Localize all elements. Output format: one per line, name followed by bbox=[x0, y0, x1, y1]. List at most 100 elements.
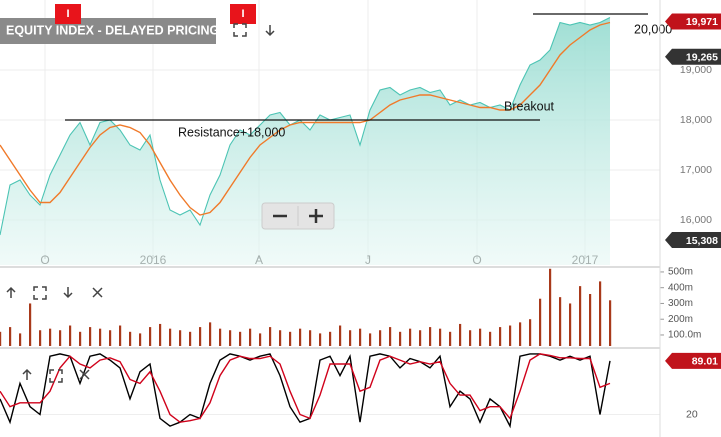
volume-bar bbox=[589, 294, 592, 346]
last-price-badge-label: 19,971 bbox=[686, 16, 718, 28]
volume-bar bbox=[69, 325, 72, 346]
volume-bar bbox=[409, 328, 412, 346]
expand-icon[interactable] bbox=[233, 23, 247, 37]
volume-bar bbox=[179, 330, 182, 346]
y-tick-label: 20 bbox=[686, 408, 698, 420]
down-icon[interactable] bbox=[63, 287, 73, 299]
close-icon[interactable] bbox=[92, 287, 103, 298]
volume-bar bbox=[19, 333, 22, 346]
volume-bar bbox=[9, 327, 12, 346]
volume-bar bbox=[569, 303, 572, 346]
volume-bar bbox=[279, 330, 282, 346]
y-tick-label: 300m bbox=[668, 298, 693, 309]
y-tick-label: 17,000 bbox=[680, 164, 712, 176]
volume-bar bbox=[459, 323, 462, 346]
volume-bar bbox=[399, 331, 402, 346]
volume-bar bbox=[549, 268, 552, 346]
volume-bar bbox=[169, 328, 172, 346]
volume-bar bbox=[299, 328, 302, 346]
ma-badge-label: 19,265 bbox=[686, 52, 718, 64]
volume-bar bbox=[319, 333, 322, 346]
volume-bar bbox=[269, 327, 272, 346]
volume-bar bbox=[249, 328, 252, 346]
volume-bar bbox=[509, 325, 512, 346]
resistance-label: Resistance+18,000 bbox=[178, 125, 285, 139]
chart-title: EQUITY INDEX - DELAYED PRICING bbox=[6, 23, 219, 37]
series-line bbox=[0, 21, 611, 216]
volume-bar bbox=[429, 327, 432, 346]
volume-bar bbox=[529, 319, 532, 346]
volume-bar bbox=[559, 297, 562, 346]
volume-bar bbox=[539, 298, 542, 346]
volume-bar bbox=[209, 322, 212, 346]
y-tick-label: 18,000 bbox=[680, 114, 712, 126]
stoch-badge-label: 89.01 bbox=[692, 356, 718, 368]
volume-bar bbox=[479, 328, 482, 346]
stoch-badge bbox=[665, 352, 721, 369]
y-tick-label: 400m bbox=[668, 282, 693, 293]
volume-bar bbox=[119, 325, 122, 346]
volume-bar bbox=[499, 327, 502, 346]
volume-bar bbox=[439, 328, 442, 346]
volume-bar bbox=[489, 331, 492, 346]
y-tick-label: 19,000 bbox=[680, 64, 712, 76]
volume-bar bbox=[89, 327, 92, 346]
y-tick-label: 500m bbox=[668, 267, 693, 278]
volume-bar bbox=[519, 322, 522, 346]
expand-icon[interactable] bbox=[33, 286, 47, 300]
volume-bar bbox=[99, 328, 102, 346]
volume-bar bbox=[149, 327, 152, 346]
title-bar bbox=[0, 18, 216, 44]
volume-toolbar bbox=[6, 286, 103, 300]
volume-bar bbox=[189, 331, 192, 346]
volume-bar bbox=[419, 330, 422, 346]
target-label: 20,000 bbox=[634, 22, 672, 36]
last-price-badge bbox=[665, 13, 721, 30]
down-icon[interactable] bbox=[265, 25, 275, 37]
volume-bar bbox=[129, 331, 132, 346]
volume-bar bbox=[29, 303, 32, 346]
volume-bar bbox=[469, 330, 472, 346]
event-label: I bbox=[241, 8, 244, 20]
volume-bar bbox=[259, 333, 262, 346]
volume-bar bbox=[0, 331, 2, 346]
event-flag[interactable] bbox=[55, 4, 81, 24]
range-low-badge bbox=[665, 232, 721, 248]
volume-bar bbox=[389, 327, 392, 346]
volume-bar bbox=[159, 323, 162, 346]
event-flag[interactable] bbox=[230, 4, 256, 24]
volume-bar bbox=[329, 331, 332, 346]
volume-bar bbox=[139, 333, 142, 346]
ma-badge bbox=[665, 48, 721, 65]
volume-bar bbox=[309, 330, 312, 346]
y-tick-label: 100.0m bbox=[668, 330, 701, 341]
volume-bar bbox=[219, 328, 222, 346]
volume-bar bbox=[379, 330, 382, 346]
price-area bbox=[0, 17, 610, 265]
volume-bar bbox=[59, 330, 62, 346]
volume-bar bbox=[39, 330, 42, 346]
volume-bar bbox=[599, 281, 602, 346]
series-line bbox=[0, 17, 611, 236]
stoch-toolbar bbox=[22, 368, 90, 383]
volume-bar bbox=[359, 328, 362, 346]
close-icon[interactable] bbox=[79, 369, 90, 380]
y-tick-label: 200m bbox=[668, 314, 693, 325]
volume-bar bbox=[289, 331, 292, 346]
zoom-in[interactable] bbox=[309, 209, 323, 223]
up-icon[interactable] bbox=[6, 286, 16, 298]
volume-bar bbox=[579, 286, 582, 346]
series-line bbox=[0, 353, 611, 423]
volume-bar bbox=[449, 331, 452, 346]
volume-bar bbox=[239, 331, 242, 346]
volume-bar bbox=[49, 328, 52, 346]
expand-icon[interactable] bbox=[49, 369, 63, 383]
volume-bar bbox=[199, 327, 202, 346]
volume-bar bbox=[229, 330, 232, 346]
event-label: I bbox=[66, 8, 69, 20]
volume-bar bbox=[369, 333, 372, 346]
up-icon[interactable] bbox=[22, 368, 32, 380]
volume-bar bbox=[609, 300, 612, 346]
